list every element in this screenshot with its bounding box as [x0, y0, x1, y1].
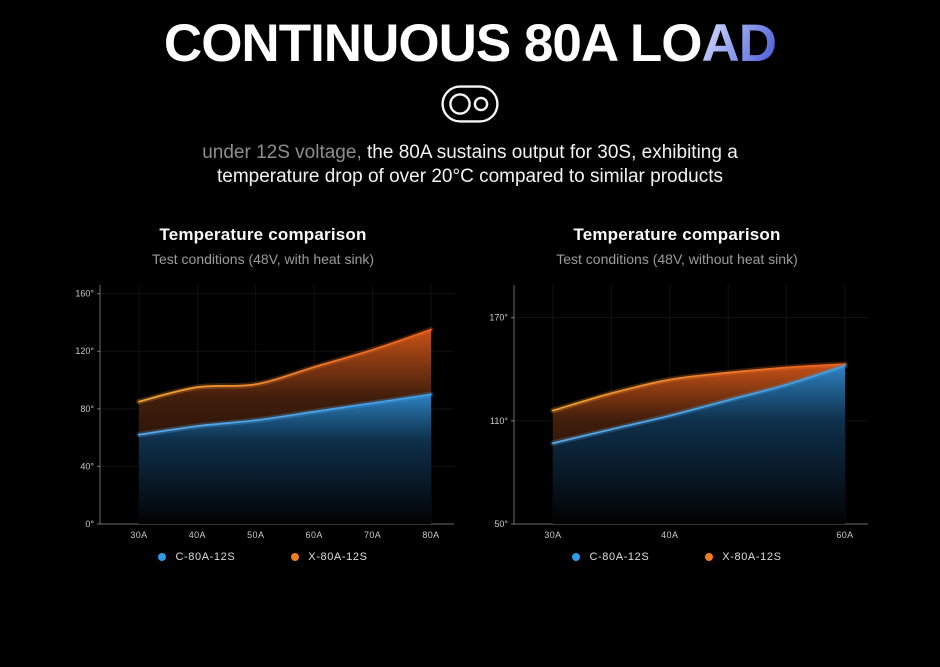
legend-label: X-80A-12S	[308, 550, 368, 563]
page-title: CONTINUOUS 80A LOAD	[0, 16, 940, 72]
legend-item-c80a: C-80A-12S	[158, 551, 235, 563]
legend-label: C-80A-12S	[175, 550, 236, 563]
chart-block-without-heatsink: Temperature comparison Test conditions (…	[486, 225, 868, 563]
svg-text:50A: 50A	[247, 530, 264, 540]
subtitle-line2: temperature drop of over 20°C compared t…	[216, 165, 724, 187]
svg-text:40A: 40A	[189, 530, 206, 540]
chart-title: Temperature comparison	[573, 224, 781, 244]
chart-title: Temperature comparison	[159, 224, 367, 244]
page-title-main: CONTINUOUS 80A LO	[163, 14, 703, 73]
temperature-area-chart-with-heatsink: 0° 40° 80° 120° 160° 30A 40A 50A 60A 70A 80A	[75, 284, 454, 540]
svg-text:50°: 50°	[494, 519, 508, 529]
legend-item-x80a: X-80A-12S	[705, 551, 781, 563]
legend-label: X-80A-12S	[722, 550, 782, 563]
svg-text:160°: 160°	[75, 288, 94, 298]
chart-block-with-heatsink: Temperature comparison Test conditions (…	[72, 225, 454, 563]
legend-dot-blue	[158, 552, 167, 561]
svg-text:30A: 30A	[544, 530, 561, 540]
svg-text:80A: 80A	[422, 530, 439, 540]
page-subtitle: under 12S voltage, the 80A sustains outp…	[0, 141, 940, 189]
svg-text:110°: 110°	[490, 415, 508, 425]
svg-text:30A: 30A	[130, 530, 147, 540]
svg-text:40A: 40A	[661, 530, 678, 540]
dual-circle-capsule-icon	[441, 85, 499, 123]
chart-subtitle: Test conditions (48V, with heat sink)	[151, 250, 375, 267]
svg-text:80°: 80°	[80, 403, 94, 413]
page-title-accent: AD	[701, 14, 778, 73]
legend-dot-orange	[291, 552, 300, 561]
legend-label: C-80A-12S	[589, 550, 650, 563]
svg-text:120°: 120°	[75, 346, 94, 356]
chart-legend: C-80A-12S X-80A-12S	[72, 551, 454, 563]
legend-item-c80a: C-80A-12S	[572, 551, 649, 563]
svg-text:170°: 170°	[489, 312, 508, 322]
svg-text:60A: 60A	[306, 530, 323, 540]
page-header: CONTINUOUS 80A LOAD under 12S voltage, t…	[0, 0, 940, 189]
svg-text:0°: 0°	[85, 519, 94, 529]
legend-dot-blue	[572, 552, 581, 561]
svg-text:70A: 70A	[364, 530, 381, 540]
charts-row: Temperature comparison Test conditions (…	[0, 225, 940, 563]
subtitle-line1: the 80A sustains output for 30S, exhibit…	[361, 141, 738, 163]
legend-dot-orange	[705, 552, 714, 561]
subtitle-muted-text: under 12S voltage,	[202, 141, 362, 163]
legend-item-x80a: X-80A-12S	[291, 551, 367, 563]
chart-legend: C-80A-12S X-80A-12S	[486, 551, 868, 563]
chart-subtitle: Test conditions (48V, without heat sink)	[556, 250, 798, 267]
svg-text:60A: 60A	[836, 530, 853, 540]
temperature-area-chart-without-heatsink: 50° 110° 170° 30A 40A 60A	[489, 284, 868, 540]
svg-text:40°: 40°	[80, 461, 94, 471]
